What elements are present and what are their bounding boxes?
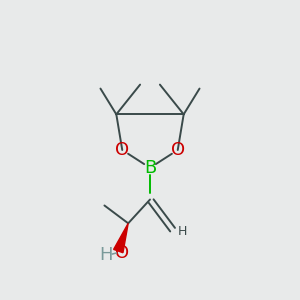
Text: O: O xyxy=(171,141,185,159)
Text: B: B xyxy=(144,159,156,177)
Polygon shape xyxy=(114,223,128,253)
Text: H: H xyxy=(178,225,187,238)
Text: O: O xyxy=(115,141,129,159)
Text: H: H xyxy=(100,246,113,264)
Text: O: O xyxy=(115,244,129,262)
